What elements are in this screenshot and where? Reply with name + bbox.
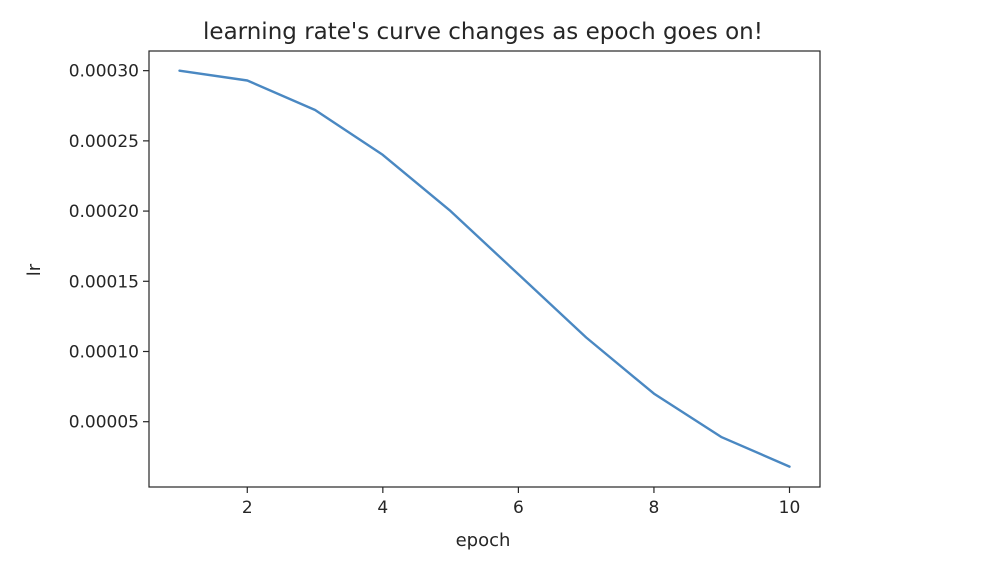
y-axis-label: lr [24,263,45,276]
x-tick-label: 6 [513,498,524,518]
x-tick-label: 8 [649,498,660,518]
plot-area-frame [148,50,821,488]
y-tick-label: 0.00010 [69,342,139,362]
series-line-0 [178,69,791,468]
x-tick-label: 10 [779,498,801,518]
x-axis: 2 4 6 8 10 [242,487,800,518]
x-tick-label: 4 [377,498,388,518]
x-tick-label: 2 [242,498,253,518]
y-axis: 0.00005 0.00010 0.00015 0.00020 0.00025 0.000… [69,62,149,433]
y-tick-label: 0.00030 [69,62,139,82]
series-layer [178,69,791,468]
y-tick-label: 0.00020 [69,202,139,222]
y-tick-label: 0.00005 [69,413,139,433]
chart-title: learning rate's curve changes as epoch g… [203,19,763,45]
y-tick-label: 0.00015 [69,272,139,292]
y-tick-label: 0.00025 [69,132,139,152]
x-axis-label: epoch [456,530,511,551]
